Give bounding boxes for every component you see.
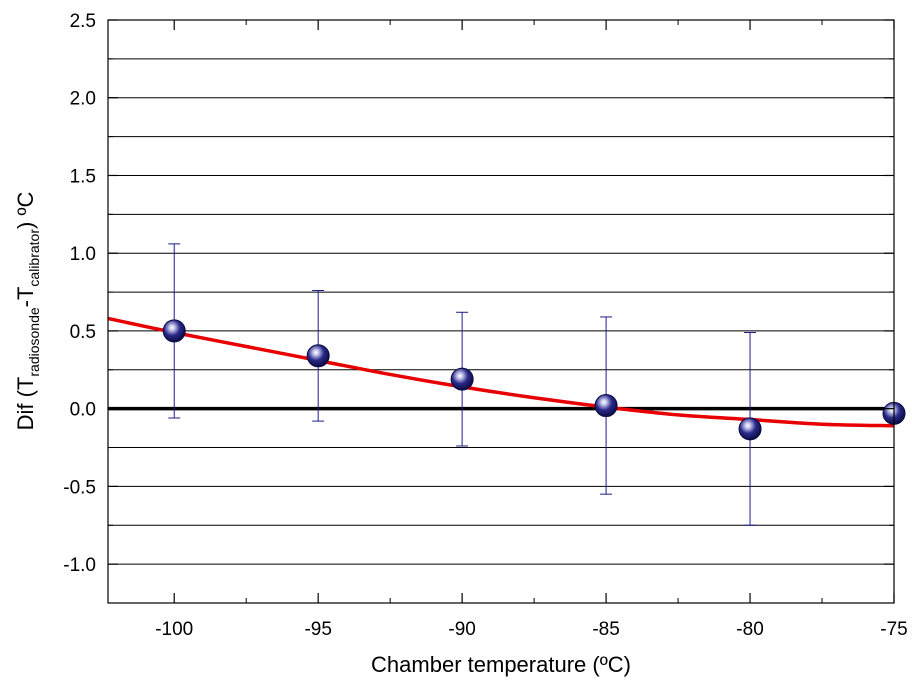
data-point (450, 367, 474, 391)
data-point (162, 319, 186, 343)
data-points (162, 319, 906, 441)
grid-lines (108, 58, 894, 565)
x-tick-label: -85 (592, 619, 619, 640)
tick-labels: -100 -95 -90 -85 -80 -75 -1.0 -0.5 0.0 0.5 1.0 1.5 2… (63, 11, 907, 640)
y-label-sub2: calibrator (26, 229, 42, 287)
y-label-mid: -T (13, 287, 38, 308)
y-tick-label: 0.5 (70, 322, 96, 343)
data-point (594, 394, 618, 418)
y-tick-label: 1.0 (70, 244, 96, 265)
y-tick-label: 1.5 (70, 166, 96, 187)
y-tick-label: -1.0 (63, 555, 96, 576)
y-tick-label: 2.5 (70, 11, 96, 32)
x-axis-label: Chamber temperature (ºC) (371, 652, 631, 677)
y-label-prefix: Dif (T (13, 377, 38, 431)
y-axis-label: Dif (Tradiosonde-Tcalibrator) ºC (13, 192, 42, 431)
y-label-suffix: ) ºC (13, 192, 38, 229)
data-point (306, 344, 330, 368)
y-label-sub1: radiosonde (26, 307, 42, 376)
x-tick-label: -100 (155, 619, 193, 640)
plot-frame (107, 19, 895, 604)
y-tick-label: 2.0 (70, 89, 96, 110)
x-tick-label: -95 (304, 619, 331, 640)
x-tick-label: -75 (880, 619, 907, 640)
plot-border (107, 19, 895, 604)
y-tick-label: 0.0 (70, 400, 96, 421)
x-tick-label: -80 (736, 619, 763, 640)
data-point (738, 417, 762, 441)
axis-ticks (108, 19, 895, 604)
y-tick-label: -0.5 (63, 477, 96, 498)
x-tick-label: -90 (448, 619, 475, 640)
